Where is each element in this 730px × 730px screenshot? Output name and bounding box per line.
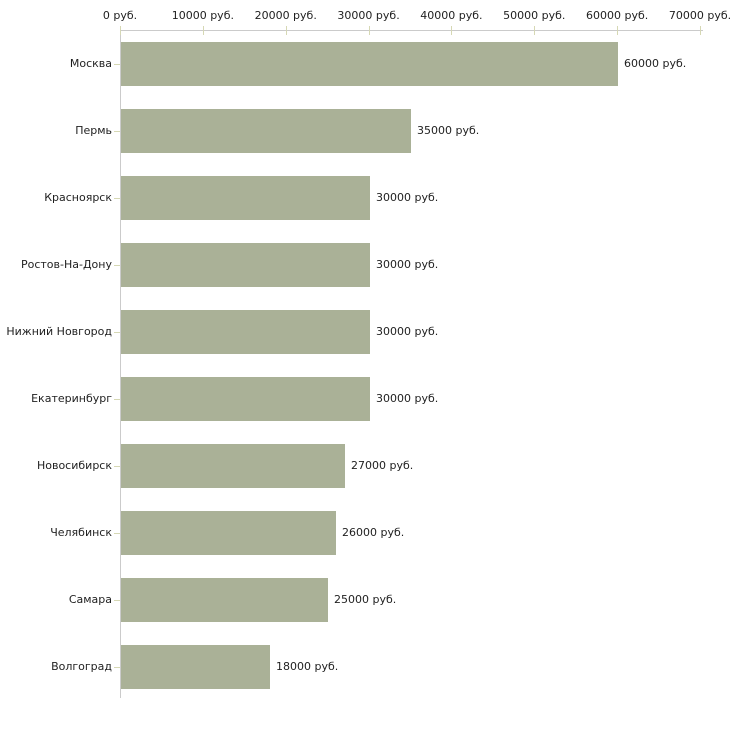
y-tick-mark <box>114 64 120 65</box>
y-tick-mark <box>114 466 120 467</box>
bar <box>121 109 411 153</box>
value-label: 30000 руб. <box>376 325 439 338</box>
bar <box>121 645 270 689</box>
value-label: 30000 руб. <box>376 258 439 271</box>
x-tick-label: 40000 руб. <box>420 9 483 22</box>
value-label: 60000 руб. <box>624 57 687 70</box>
category-label: Новосибирск <box>36 459 112 472</box>
category-label: Самара <box>68 593 112 606</box>
value-label: 18000 руб. <box>276 660 339 673</box>
bar <box>121 444 345 488</box>
y-tick-mark <box>114 667 120 668</box>
y-tick-mark <box>114 399 120 400</box>
x-tick-mark <box>285 26 287 35</box>
x-tick-label: 30000 руб. <box>337 9 400 22</box>
y-tick-mark <box>114 332 120 333</box>
x-tick-mark <box>368 26 370 35</box>
value-label: 30000 руб. <box>376 392 439 405</box>
x-tick-mark <box>534 26 536 35</box>
x-tick-label: 20000 руб. <box>254 9 317 22</box>
x-tick-mark <box>120 26 121 35</box>
category-label: Екатеринбург <box>31 392 112 405</box>
x-axis-line <box>120 30 703 31</box>
category-label: Ростов-На-Дону <box>20 258 112 271</box>
value-label: 30000 руб. <box>376 191 439 204</box>
x-tick-mark <box>202 26 204 35</box>
x-tick-mark <box>617 26 619 35</box>
x-tick-mark <box>700 26 701 35</box>
x-tick-label: 70000 руб. <box>668 9 730 22</box>
value-label: 26000 руб. <box>342 526 405 539</box>
bar <box>121 578 328 622</box>
y-tick-mark <box>114 533 120 534</box>
y-tick-mark <box>114 265 120 266</box>
bar <box>121 377 370 421</box>
x-tick-label: 50000 руб. <box>503 9 566 22</box>
y-axis-line <box>120 30 121 698</box>
x-tick-label: 10000 руб. <box>171 9 234 22</box>
category-label: Челябинск <box>50 526 112 539</box>
bar <box>121 310 370 354</box>
value-label: 27000 руб. <box>351 459 414 472</box>
y-tick-mark <box>114 131 120 132</box>
category-label: Нижний Новгород <box>6 325 112 338</box>
category-label: Москва <box>69 57 112 70</box>
value-label: 35000 руб. <box>417 124 480 137</box>
x-tick-label: 60000 руб. <box>586 9 649 22</box>
category-label: Красноярск <box>44 191 112 204</box>
category-label: Пермь <box>75 124 112 137</box>
x-tick-mark <box>451 26 453 35</box>
bar <box>121 511 336 555</box>
y-tick-mark <box>114 600 120 601</box>
value-label: 25000 руб. <box>334 593 397 606</box>
y-tick-mark <box>114 198 120 199</box>
bar <box>121 42 618 86</box>
bar <box>121 243 370 287</box>
category-label: Волгоград <box>51 660 112 673</box>
x-tick-label: 0 руб. <box>102 9 138 22</box>
bar <box>121 176 370 220</box>
